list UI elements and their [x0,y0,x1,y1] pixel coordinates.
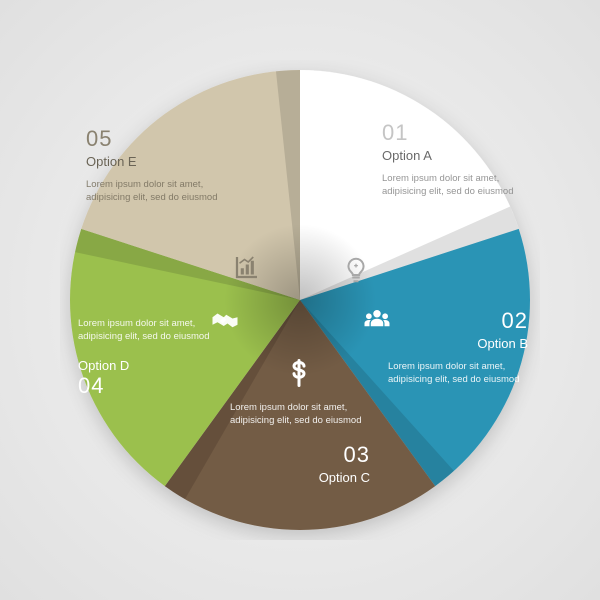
pie-svg [60,60,540,540]
pie-infographic: 01Option ALorem ipsum dolor sit amet, ad… [60,60,540,540]
center-shade [174,174,427,427]
